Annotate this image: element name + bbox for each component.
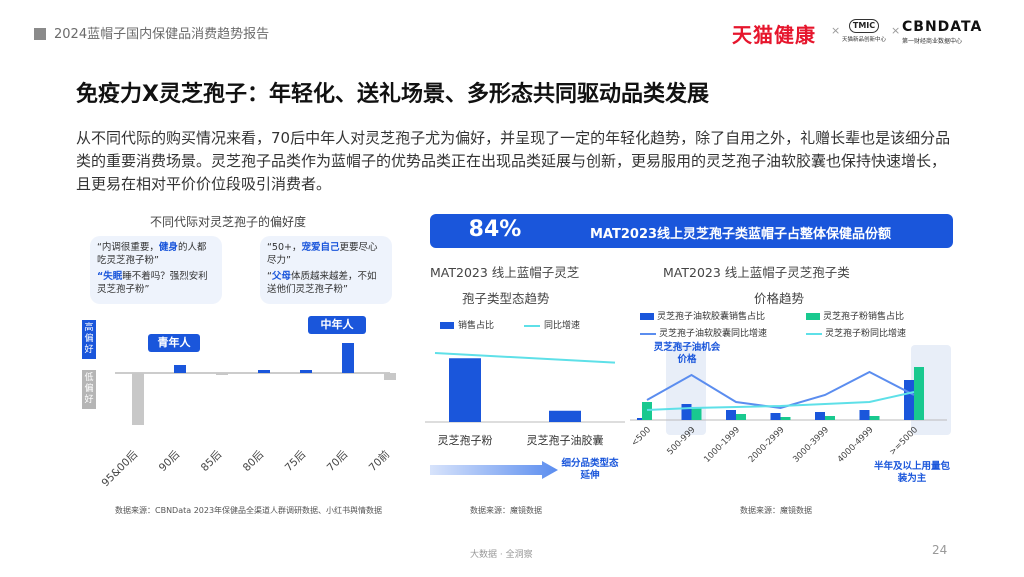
x-tick-label: 1000-1999	[702, 425, 742, 465]
bar-powder-share	[642, 402, 652, 420]
price-chart-title-line1: MAT2023 线上蓝帽子灵芝孢子类	[663, 265, 850, 280]
x-tick-label: 500-999	[665, 425, 697, 457]
bar	[300, 370, 312, 373]
x-tick-label: 95&00后	[100, 449, 140, 490]
bar-oil-share	[681, 404, 692, 420]
legend-sales-share: 销售占比	[440, 318, 494, 331]
x-tick-label: >=5000	[888, 425, 920, 457]
bar	[258, 370, 270, 373]
low-preference-tag: 低偏好	[82, 370, 96, 409]
x-tick-label: 3000-3999	[791, 425, 831, 465]
intro-paragraph: 从不同代际的购买情况来看，70后中年人对灵芝孢子尤为偏好，并呈现了一定的年轻化趋…	[76, 129, 951, 193]
large-pack-note: 半年及以上用量包装为主	[873, 461, 950, 484]
quote-bubble-right: “50+，宠爱自己更要尽心尽力” “父母体质越来越差，不如送他们灵芝孢子粉”	[260, 236, 392, 304]
form-trend-chart: 灵芝孢子粉 灵芝孢子油胶囊	[425, 352, 625, 447]
left-source-note: 数据来源：CBNData 2023年保健品全渠道人群调研数据、小红书舆情数据	[115, 506, 383, 515]
legend-swatch	[524, 324, 540, 327]
x-tick-label: 灵芝孢子油胶囊	[527, 433, 604, 447]
price-trend-chart: <500 500-999 1000-1999 2000-2999 3000-3999 40…	[630, 367, 947, 465]
bar-powder-share	[691, 408, 702, 420]
bar-oil-share	[815, 412, 825, 420]
legend-powder-growth: 灵芝孢子粉同比增速	[806, 326, 906, 339]
x-tick-label: 80后	[241, 449, 266, 474]
bar-powder-share	[914, 367, 924, 420]
generation-chart-title: 不同代际对灵芝孢子的偏好度	[150, 215, 307, 229]
form-chart-title-line2: 孢子类型态趋势	[462, 291, 550, 306]
cbndata-logo: CBNDATA 第一财经商业数据中心	[902, 19, 994, 45]
high-preference-tag: 高偏好	[82, 320, 96, 359]
logo-separator: ×	[891, 24, 901, 37]
header-square-icon	[34, 28, 46, 40]
legend-swatch	[640, 313, 654, 320]
bar	[342, 343, 354, 373]
x-tick-label: <500	[630, 425, 654, 449]
footer-slogan: 大数据 · 全洞察	[470, 550, 533, 560]
legend-swatch	[440, 322, 454, 329]
share-banner: 84% MAT2023线上灵芝孢子类蓝帽子占整体保健品份额	[430, 214, 953, 248]
x-tick-label: 75后	[283, 449, 308, 474]
bar	[216, 373, 228, 375]
bar-powder-share	[825, 416, 835, 420]
bar	[449, 358, 481, 422]
quote-bubble-left: “内调很重要，健身的人都吃灵芝孢子粉” “失眠睡不着吗？强烈安利灵芝孢子粉”	[90, 236, 222, 304]
bar-oil-share	[904, 380, 914, 420]
powder-growth-line	[646, 391, 915, 411]
legend-oil-growth: 灵芝孢子油软胶囊同比增速	[640, 326, 767, 339]
cbndata-logo-mark: CBNDATA	[902, 19, 983, 35]
page-number: 24	[932, 543, 948, 557]
quote-text: “内调很重要，健身的人都吃灵芝孢子粉”	[97, 242, 207, 266]
bar-powder-share	[780, 417, 791, 420]
bar-oil-share	[770, 413, 781, 420]
bar	[174, 365, 186, 373]
x-tick-label: 70后	[325, 449, 350, 474]
bar	[384, 373, 396, 380]
middle-aged-label: 中年人	[308, 316, 366, 334]
price-chart-title-line2: 价格趋势	[754, 291, 805, 306]
form-chart-title-line1: MAT2023 线上蓝帽子灵芝	[430, 265, 580, 280]
legend-growth: 同比增速	[524, 318, 580, 331]
tmic-logo: TMIC 天猫新品创新中心	[841, 17, 887, 47]
legend-swatch	[806, 332, 822, 335]
legend-powder-share: 灵芝孢子粉销售占比	[806, 309, 904, 322]
x-tick-label: 灵芝孢子粉	[438, 434, 493, 447]
quote-text: “失眠睡不着吗？强烈安利灵芝孢子粉”	[97, 271, 208, 295]
cbndata-logo-subtitle: 第一财经商业数据中心	[902, 38, 963, 45]
bar-oil-share	[859, 410, 870, 420]
oil-growth-line	[646, 370, 915, 410]
tmall-health-logo: 天猫健康	[732, 23, 816, 47]
right-source-note: 数据来源：魔镜数据	[740, 506, 812, 515]
quote-text: “父母体质越来越差，不如送他们灵芝孢子粉”	[267, 271, 377, 295]
trend-arrow-icon	[430, 461, 558, 479]
logo-separator: ×	[831, 24, 841, 37]
bar-powder-share	[869, 416, 880, 420]
tmic-logo-mark: TMIC	[849, 19, 879, 33]
bar-oil-share	[726, 410, 736, 420]
bar-powder-share	[736, 414, 746, 420]
x-tick-label: 90后	[157, 449, 182, 474]
tmic-logo-subtitle: 天猫新品创新中心	[841, 37, 886, 43]
report-title: 2024蓝帽子国内保健品消费趋势报告	[54, 27, 270, 42]
legend-swatch	[806, 313, 820, 320]
legend-oil-share: 灵芝孢子油软胶囊销售占比	[640, 309, 765, 322]
bar	[132, 373, 144, 425]
share-value: 84%	[468, 217, 522, 242]
young-people-label: 青年人	[148, 334, 200, 352]
growth-line	[434, 352, 616, 364]
x-tick-label: 4000-4999	[836, 425, 876, 465]
x-tick-label: 70前	[366, 448, 392, 474]
form-extension-note: 细分品类型态延伸	[561, 458, 619, 481]
mid-source-note: 数据来源：魔镜数据	[470, 506, 542, 515]
generation-preference-chart: 95&00后 90后 85后 80后 75后 70后 70前	[100, 343, 396, 490]
legend-swatch	[640, 332, 656, 335]
share-description: MAT2023线上灵芝孢子类蓝帽子占整体保健品份额	[590, 227, 892, 242]
page-title: 免疫力X灵芝孢子：年轻化、送礼场景、多形态共同驱动品类发展	[76, 82, 709, 107]
oil-opportunity-note: 灵芝孢子油机会价格	[653, 342, 721, 365]
x-tick-label: 2000-2999	[747, 425, 787, 465]
quote-text: “50+，宠爱自己更要尽心尽力”	[267, 242, 378, 266]
bar	[549, 410, 581, 422]
x-tick-label: 85后	[199, 449, 224, 474]
